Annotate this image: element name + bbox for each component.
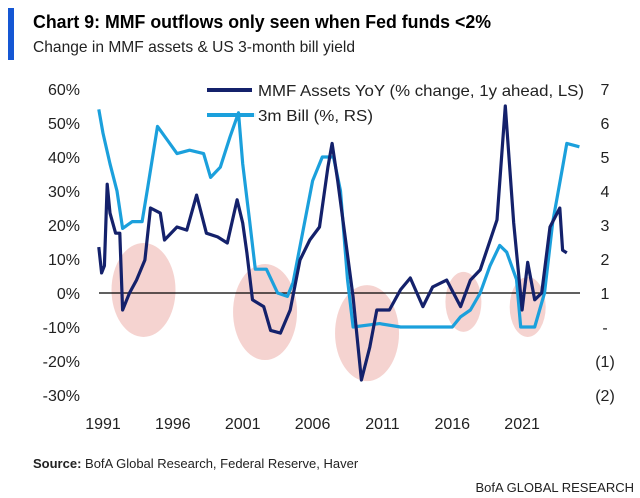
- series-group: [97, 104, 580, 382]
- y-left-tick-label: 0%: [57, 286, 80, 303]
- y-left-tick-label: 60%: [48, 82, 80, 99]
- highlight-circles: [111, 242, 546, 382]
- y-right-axis: 7 6 5 4 3 2 1 - (1) (2): [595, 82, 615, 405]
- y-left-tick-label: -30%: [43, 388, 80, 405]
- chart-subtitle: Change in MMF assets & US 3-month bill y…: [33, 39, 355, 56]
- title-accent-bar: [8, 8, 14, 60]
- y-left-axis: 60% 50% 40% 30% 20% 10% 0% -10% -20% -30%: [43, 82, 80, 405]
- y-right-tick-label: (1): [595, 354, 615, 371]
- y-right-tick-label: 5: [601, 150, 610, 167]
- source-label: Source:: [33, 456, 81, 471]
- legend: MMF Assets YoY (% change, 1y ahead, LS) …: [207, 80, 588, 125]
- y-left-tick-label: 50%: [48, 116, 80, 133]
- highlight-circle-3: [335, 285, 400, 382]
- series-mmf-assets-line: [97, 104, 568, 382]
- legend-label-bill: 3m Bill (%, RS): [258, 108, 373, 125]
- y-left-tick-label: 10%: [48, 252, 80, 269]
- series-3m-bill-line: [97, 109, 580, 329]
- y-left-tick-label: 20%: [48, 218, 80, 235]
- x-tick-label: 2016: [434, 416, 470, 433]
- x-tick-label: 1991: [85, 416, 121, 433]
- highlight-circle-1: [111, 242, 176, 337]
- y-left-tick-label: 30%: [48, 184, 80, 201]
- x-tick-label: 2006: [295, 416, 331, 433]
- source-note: Source: BofA Global Research, Federal Re…: [33, 456, 359, 471]
- source-text: BofA Global Research, Federal Reserve, H…: [81, 456, 358, 471]
- chart-title: Chart 9: MMF outflows only seen when Fed…: [33, 12, 491, 32]
- y-right-tick-label: 6: [601, 116, 610, 133]
- x-axis: 1991 1996 2001 2006 2011 2016 2021: [85, 416, 540, 433]
- y-right-tick-label: 7: [601, 82, 610, 99]
- x-tick-label: 1996: [155, 416, 191, 433]
- y-left-tick-label: -20%: [43, 354, 80, 371]
- y-right-tick-label: 3: [601, 218, 610, 235]
- y-right-tick-label: -: [602, 320, 607, 337]
- x-tick-label: 2021: [504, 416, 540, 433]
- y-right-tick-label: 4: [601, 184, 610, 201]
- legend-label-mmf: MMF Assets YoY (% change, 1y ahead, LS): [258, 83, 584, 100]
- y-left-tick-label: 40%: [48, 150, 80, 167]
- x-tick-label: 2001: [225, 416, 261, 433]
- brand-label: BofA GLOBAL RESEARCH: [476, 480, 634, 495]
- y-right-tick-label: (2): [595, 388, 615, 405]
- y-right-tick-label: 1: [601, 286, 610, 303]
- x-tick-label: 2011: [365, 416, 400, 433]
- y-right-tick-label: 2: [601, 252, 610, 269]
- y-left-tick-label: -10%: [43, 320, 80, 337]
